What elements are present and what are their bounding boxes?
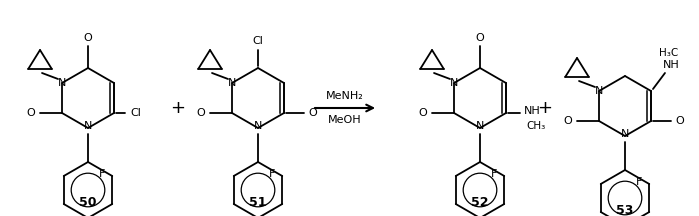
Text: O: O (196, 108, 206, 118)
Text: N: N (84, 121, 92, 131)
Text: Cl: Cl (131, 108, 141, 118)
Text: +: + (538, 99, 552, 117)
Text: 52: 52 (471, 195, 489, 208)
Text: NH: NH (524, 106, 540, 116)
Text: 53: 53 (617, 203, 634, 216)
Text: CH₃: CH₃ (526, 121, 546, 131)
Text: NH: NH (663, 60, 679, 70)
Text: N: N (228, 78, 236, 88)
Text: N: N (621, 129, 629, 139)
Text: O: O (419, 108, 427, 118)
Text: O: O (84, 33, 92, 43)
Text: H₃C: H₃C (659, 48, 678, 58)
Text: O: O (563, 116, 572, 126)
Text: N: N (58, 78, 66, 88)
Text: MeOH: MeOH (329, 115, 362, 125)
Text: F: F (99, 169, 106, 179)
Text: Cl: Cl (252, 36, 264, 46)
Text: MeNH₂: MeNH₂ (326, 91, 364, 101)
Text: +: + (171, 99, 185, 117)
Text: N: N (476, 121, 484, 131)
Text: N: N (254, 121, 262, 131)
Text: 51: 51 (250, 195, 267, 208)
Text: F: F (491, 169, 498, 179)
Text: F: F (269, 169, 275, 179)
Text: 50: 50 (79, 195, 96, 208)
Text: O: O (475, 33, 484, 43)
Text: O: O (27, 108, 36, 118)
Text: N: N (595, 86, 603, 96)
Text: O: O (308, 108, 317, 118)
Text: F: F (636, 177, 642, 187)
Text: O: O (676, 116, 684, 126)
Text: N: N (450, 78, 459, 88)
